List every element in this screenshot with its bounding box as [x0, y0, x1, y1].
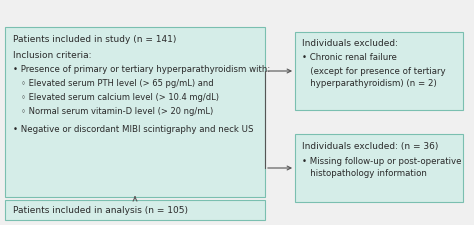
Text: ◦ Elevated serum calcium level (> 10.4 mg/dL): ◦ Elevated serum calcium level (> 10.4 m…: [21, 93, 219, 102]
Text: • Chronic renal failure: • Chronic renal failure: [302, 53, 397, 62]
Text: Individuals excluded:: Individuals excluded:: [302, 39, 398, 48]
Text: ◦ Elevated serum PTH level (> 65 pg/mL) and: ◦ Elevated serum PTH level (> 65 pg/mL) …: [21, 79, 214, 88]
Text: Patients included in analysis (n = 105): Patients included in analysis (n = 105): [13, 206, 188, 215]
Text: (except for presence of tertiary: (except for presence of tertiary: [302, 66, 446, 75]
FancyBboxPatch shape: [295, 33, 463, 110]
Text: • Missing follow-up or post-operative: • Missing follow-up or post-operative: [302, 156, 462, 165]
FancyBboxPatch shape: [295, 134, 463, 202]
Text: Patients included in study (n = 141): Patients included in study (n = 141): [13, 35, 176, 44]
FancyBboxPatch shape: [5, 28, 265, 197]
FancyBboxPatch shape: [5, 200, 265, 220]
Text: histopathology information: histopathology information: [302, 169, 427, 178]
Text: Individuals excluded: (n = 36): Individuals excluded: (n = 36): [302, 142, 438, 151]
Text: • Negative or discordant MIBI scintigraphy and neck US: • Negative or discordant MIBI scintigrap…: [13, 125, 254, 134]
Text: ◦ Normal serum vitamin-D level (> 20 ng/mL): ◦ Normal serum vitamin-D level (> 20 ng/…: [21, 107, 213, 116]
Text: hyperparathyroidism) (n = 2): hyperparathyroidism) (n = 2): [302, 79, 437, 88]
Text: • Presence of primary or tertiary hyperparathyroidism with:: • Presence of primary or tertiary hyperp…: [13, 65, 270, 74]
Text: Inclusion criteria:: Inclusion criteria:: [13, 50, 91, 59]
